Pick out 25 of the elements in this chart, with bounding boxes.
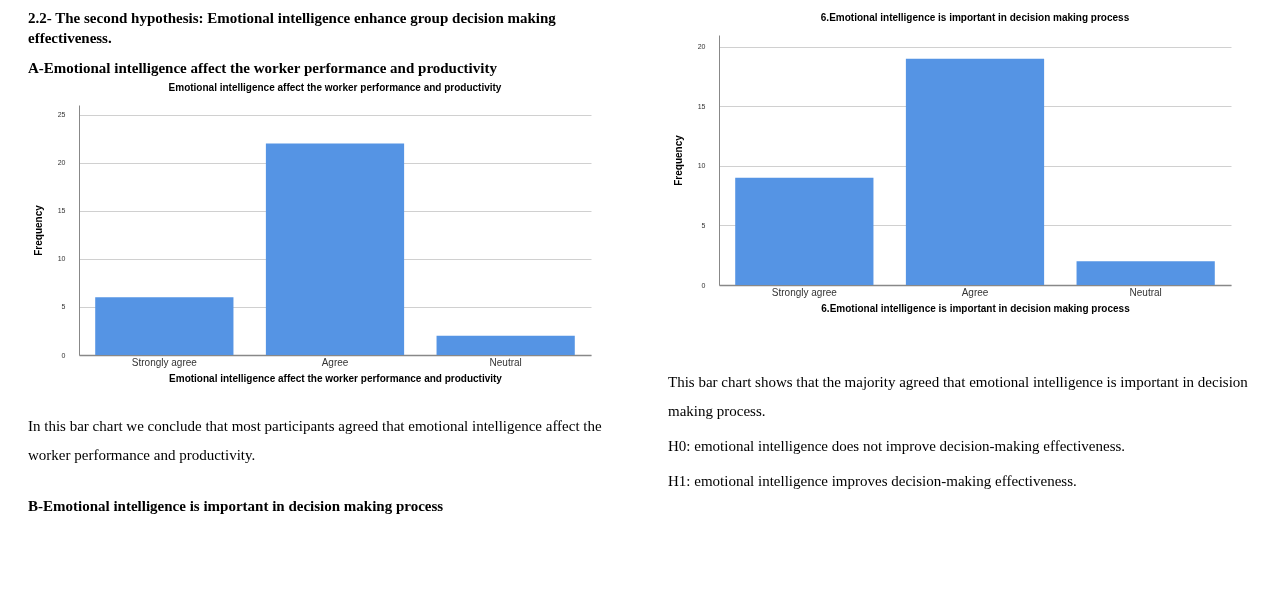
bar: [265, 143, 405, 355]
text: H1: emotional intelligence improves decision-making effectiveness.: [668, 472, 1078, 491]
x-tick-label: Agree: [961, 286, 989, 298]
text: In this bar chart we conclude that most participants agreed that emotional intelligence affect the worker performance and productivity.: [28, 417, 603, 465]
bar: [905, 58, 1045, 285]
text: A-Emotional intelligence affect the worker performance and productivity: [28, 59, 498, 78]
bar: [735, 177, 874, 285]
chart-title: 6.Emotional intelligence is important in decision making process: [820, 12, 1130, 23]
bar: [95, 297, 234, 355]
chart-title: Emotional intelligence affect the worker performance and productivity: [168, 82, 502, 93]
x-tick-label: Neutral: [489, 356, 522, 368]
x-tick-label: Neutral: [1129, 286, 1162, 298]
x-axis-title: 6.Emotional intelligence is important in decision making process: [821, 302, 1131, 314]
text: H0: emotional intelligence does not improve decision-making effectiveness.: [668, 437, 1127, 456]
x-axis-title: Emotional intelligence affect the worker performance and productivity: [169, 372, 503, 384]
x-tick-label: Agree: [321, 356, 349, 368]
y-axis-title: Frequency: [32, 204, 44, 256]
text: B-Emotional intelligence is important in decision making process: [28, 497, 445, 516]
bar: [436, 335, 575, 355]
text: 2.2- The second hypothesis: Emotional intelligence enhance group decision making effectiveness.: [28, 9, 557, 48]
x-tick-label: Strongly agree: [131, 356, 198, 368]
bar: [1076, 261, 1215, 285]
text: This bar chart shows that the majority agreed that emotional intelligence is important in decision making process.: [668, 373, 1248, 421]
x-tick-label: Strongly agree: [771, 286, 838, 298]
y-axis-title: Frequency: [672, 134, 684, 186]
